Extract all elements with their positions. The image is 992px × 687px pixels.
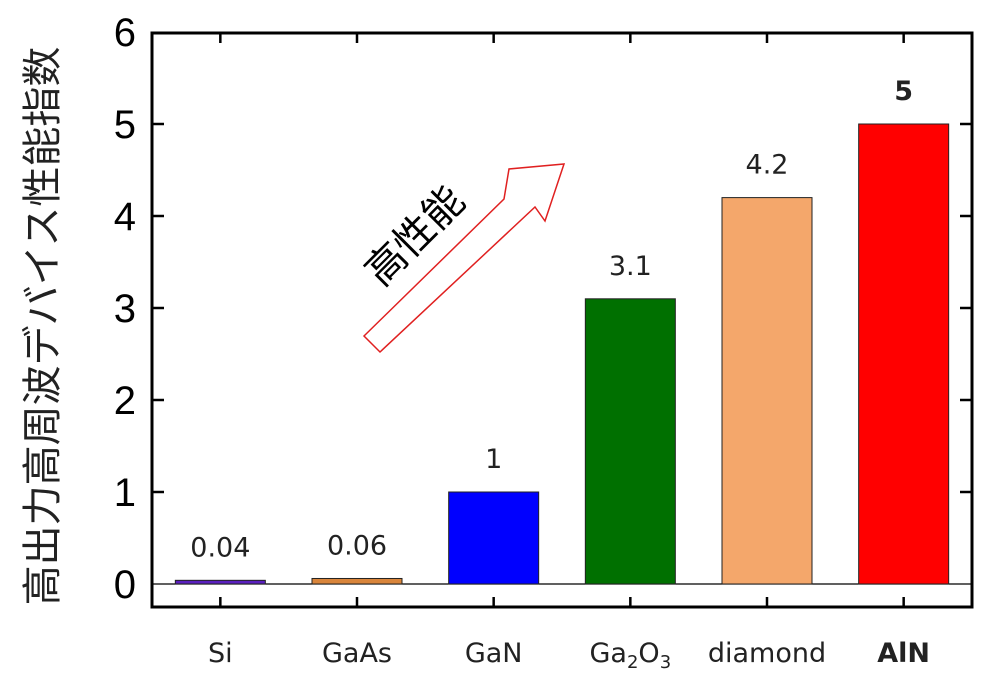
y-tick-label: 6	[114, 11, 136, 55]
axes: 0 1 2 3 4 5 6	[114, 11, 974, 609]
bars	[174, 123, 950, 585]
value-label: 4.2	[746, 150, 789, 181]
y-tick-label: 0	[114, 563, 136, 607]
performance-arrow	[362, 163, 566, 354]
y-tick-label: 2	[114, 379, 136, 423]
value-label: 5	[894, 76, 913, 107]
value-label: 0.06	[327, 530, 387, 561]
plot-frame	[150, 31, 974, 609]
bar-diamond	[721, 197, 813, 585]
y-tick-label: 3	[114, 287, 136, 331]
y-axis-label: 高出力高周波デバイス性能指数	[20, 47, 66, 606]
category-label: GaN	[465, 638, 523, 669]
category-label: diamond	[708, 638, 826, 669]
value-label: 3.1	[609, 251, 652, 282]
bar-si	[174, 579, 266, 585]
value-label: 1	[485, 444, 502, 475]
category-label: GaAs	[322, 638, 392, 669]
value-label: 0.04	[190, 532, 250, 563]
y-tick-label: 1	[114, 471, 136, 515]
bar-aln	[858, 123, 950, 585]
category-label: Si	[208, 638, 233, 669]
bar-gaas	[311, 577, 403, 585]
bar-gan	[448, 491, 540, 585]
y-tick-label: 5	[114, 103, 136, 147]
y-tick-label: 4	[114, 195, 136, 239]
category-label: Ga2O3	[590, 638, 672, 673]
bar-ga2o3	[584, 298, 676, 585]
labels: 0.04 Si 0.06 GaAs 1 GaN 3.1 Ga2O3 4.2 diamond 5 AlN	[190, 76, 930, 673]
category-label: AlN	[877, 638, 930, 669]
